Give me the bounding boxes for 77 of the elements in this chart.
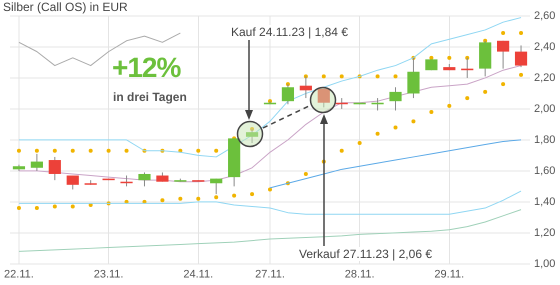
- point: [304, 172, 308, 176]
- point: [232, 194, 236, 198]
- candlestick: [282, 84, 294, 105]
- point: [340, 148, 344, 153]
- x-tick-label: 27.11.: [255, 268, 285, 280]
- candlestick: [461, 57, 474, 78]
- point: [70, 148, 75, 153]
- x-tick-label: 29.11.: [434, 268, 464, 280]
- annotation: +12%: [112, 52, 180, 84]
- point: [376, 74, 380, 78]
- y-tick-label: 1,80: [534, 134, 556, 146]
- y-tick-label: 1,40: [534, 196, 556, 208]
- point: [214, 148, 218, 153]
- point: [106, 148, 111, 153]
- point: [196, 148, 200, 153]
- point: [178, 196, 182, 201]
- x-tick-label: 24.11.: [183, 268, 214, 280]
- point: [429, 110, 434, 114]
- y-tick-label: 1,60: [534, 164, 556, 177]
- y-tick-label: 1,00: [534, 258, 556, 270]
- point: [16, 206, 21, 210]
- point: [34, 148, 39, 153]
- x-tick-label: 22.11.: [4, 268, 34, 280]
- point: [250, 192, 254, 196]
- point: [501, 31, 506, 36]
- point: [429, 56, 434, 60]
- point: [483, 90, 488, 94]
- point: [268, 187, 272, 192]
- point: [34, 206, 39, 210]
- point: [376, 132, 380, 136]
- point: [447, 104, 452, 108]
- point: [160, 198, 164, 202]
- point: [340, 74, 344, 78]
- point: [447, 56, 452, 60]
- candlestick: [318, 88, 330, 108]
- point: [88, 148, 93, 153]
- point: [70, 204, 75, 208]
- candlestick: [371, 98, 384, 111]
- candlestick: [66, 175, 79, 190]
- point: [124, 148, 129, 153]
- point: [394, 126, 398, 130]
- point: [16, 148, 21, 153]
- candlestick: [514, 44, 528, 68]
- point: [519, 31, 524, 36]
- point: [214, 195, 218, 200]
- chart-title: Silber (Call OS) in EUR: [3, 0, 128, 14]
- candlestick: [30, 153, 43, 172]
- point: [394, 74, 398, 78]
- point: [465, 96, 470, 100]
- point: [196, 196, 200, 201]
- candlestick: [210, 178, 222, 195]
- candlestick: [497, 40, 510, 70]
- x-tick-label: 23.11.: [94, 268, 124, 280]
- candlestick: [138, 172, 151, 187]
- point: [322, 74, 326, 78]
- annotation: in drei Tagen: [113, 90, 187, 104]
- point: [519, 72, 524, 77]
- candlestick: [120, 175, 133, 187]
- x-tick-label: 28.11.: [344, 268, 375, 280]
- point: [411, 119, 416, 124]
- point: [52, 148, 57, 153]
- annotation: Verkauf 27.11.23 | 2,06 €: [299, 247, 432, 261]
- candlestick: [389, 86, 402, 111]
- point: [358, 141, 362, 145]
- y-tick-label: 2,00: [534, 102, 556, 115]
- candlestick: [246, 128, 258, 144]
- y-tick-label: 2,40: [534, 41, 556, 54]
- y-tick-label: 2,20: [534, 72, 556, 84]
- y-tick-label: 1,20: [534, 226, 556, 239]
- candlestick: [336, 98, 348, 110]
- y-tick-label: 2,60: [534, 10, 556, 22]
- annotation: Kauf 24.11.23 | 1,84 €: [231, 25, 348, 39]
- candlestick: [48, 156, 61, 181]
- candlestick: [300, 76, 312, 99]
- candlestick: [407, 57, 420, 99]
- point: [52, 204, 57, 208]
- point: [501, 82, 506, 86]
